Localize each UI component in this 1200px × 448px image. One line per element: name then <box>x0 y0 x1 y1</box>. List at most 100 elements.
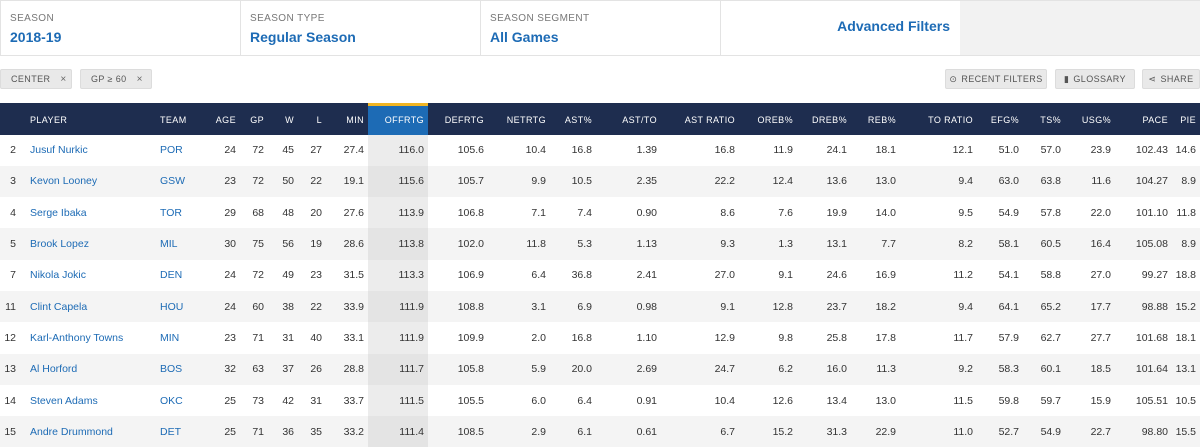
cell-team[interactable]: MIL <box>156 228 198 260</box>
col-usg-pct[interactable]: USG% <box>1065 103 1115 135</box>
col-efg-pct[interactable]: EFG% <box>977 103 1023 135</box>
table-body: 2 Jusuf Nurkic POR 24 72 45 27 27.4 116.0 105.6 10… <box>0 134 1200 448</box>
cell-team[interactable]: GSW <box>156 165 198 198</box>
cell-reb-pct: 18.1 <box>875 144 896 157</box>
col-ast-pct[interactable]: AST% <box>550 103 596 135</box>
cell-age: 32 <box>198 353 240 385</box>
col-defrtg[interactable]: DEFRTG <box>428 103 488 135</box>
close-icon[interactable]: × <box>136 73 143 85</box>
cell-player[interactable]: Nikola Jokic <box>30 269 87 282</box>
cell-team[interactable]: OKC <box>160 394 183 407</box>
cell-pace: 98.88 <box>1115 290 1172 323</box>
col-l[interactable]: L <box>298 103 326 135</box>
cell-netrtg: 6.4 <box>531 269 546 282</box>
chip-gp-label: GP ≥ 60 <box>91 74 127 84</box>
cell-team[interactable]: BOS <box>156 353 198 385</box>
cell-pace: 101.68 <box>1135 331 1168 344</box>
cell-gp: 72 <box>252 144 264 157</box>
chip-center[interactable]: CENTER × <box>0 69 72 89</box>
cell-l: 20 <box>310 206 322 219</box>
cell-netrtg: 2.0 <box>531 331 546 344</box>
col-ts-pct[interactable]: TS% <box>1023 103 1065 135</box>
cell-to-ratio: 11.5 <box>953 394 973 407</box>
cell-pace: 98.80 <box>1115 416 1172 448</box>
cell-player[interactable]: Brook Lopez <box>26 228 156 260</box>
col-netrtg[interactable]: NETRTG <box>488 103 550 135</box>
col-pie[interactable]: PIE <box>1172 103 1200 135</box>
cell-efg-pct: 51.0 <box>998 144 1019 157</box>
season-segment-value[interactable]: All Games <box>490 29 559 45</box>
table-row: 12 Karl-Anthony Towns MIN 23 71 31 40 33.1 111.9… <box>0 322 1200 354</box>
table-row: 14 Steven Adams OKC 25 73 42 31 33.7 111.5 105.5 6… <box>0 384 1200 417</box>
cell-ast-pct: 5.3 <box>550 228 596 260</box>
table-row: 3 Kevon Looney GSW 23 72 50 22 19.1 115.6 105.7 9.… <box>0 165 1200 198</box>
col-team[interactable]: TEAM <box>156 103 198 135</box>
cell-team[interactable]: POR <box>160 144 183 157</box>
season-value[interactable]: 2018-19 <box>10 29 62 45</box>
cell-efg-pct: 59.8 <box>998 394 1019 407</box>
cell-efg-pct: 54.9 <box>998 206 1019 219</box>
cell-oreb-pct: 6.2 <box>739 353 797 385</box>
cell-team[interactable]: DEN <box>160 269 183 282</box>
cell-player[interactable]: Al Horford <box>26 353 156 385</box>
recent-filters-button[interactable]: ⊙ RECENT FILTERS <box>945 69 1047 89</box>
cell-efg-pct: 63.0 <box>977 165 1023 198</box>
cell-player[interactable]: Kevon Looney <box>26 165 156 198</box>
cell-team[interactable]: TOR <box>160 206 182 219</box>
cell-player[interactable]: Jusuf Nurkic <box>30 144 88 157</box>
cell-dreb-pct: 25.8 <box>826 331 847 344</box>
glossary-button[interactable]: ▮ GLOSSARY <box>1055 69 1135 89</box>
cell-team[interactable]: DET <box>156 416 198 448</box>
cell-to-ratio: 9.4 <box>900 290 977 323</box>
cell-gp: 60 <box>240 290 268 323</box>
season-segment-filter[interactable]: SEASON SEGMENT All Games <box>480 0 720 56</box>
cell-ast-ratio: 10.4 <box>714 394 735 407</box>
col-pace[interactable]: PACE <box>1115 103 1172 135</box>
cell-team[interactable]: HOU <box>156 290 198 323</box>
cell-pace: 102.43 <box>1135 144 1168 157</box>
cell-ast-pct: 10.5 <box>550 165 596 198</box>
season-type-value[interactable]: Regular Season <box>250 29 356 45</box>
cell-min: 27.6 <box>343 206 364 219</box>
season-type-filter[interactable]: SEASON TYPE Regular Season <box>240 0 480 56</box>
cell-offrtg: 116.0 <box>368 134 428 166</box>
cell-w: 50 <box>268 165 298 198</box>
cell-player[interactable]: Karl-Anthony Towns <box>30 331 124 344</box>
col-ast-ratio[interactable]: AST RATIO <box>661 103 739 135</box>
cell-ast-ratio: 16.8 <box>714 144 735 157</box>
cell-ast-ratio: 9.3 <box>661 228 739 260</box>
cell-min: 31.5 <box>343 269 364 282</box>
cell-player[interactable]: Clint Capela <box>26 290 156 323</box>
advanced-filters-link[interactable]: Advanced Filters <box>837 18 950 34</box>
col-w[interactable]: W <box>268 103 298 135</box>
cell-team[interactable]: MIN <box>160 331 180 344</box>
col-player[interactable]: PLAYER <box>26 103 156 135</box>
col-age[interactable]: AGE <box>198 103 240 135</box>
col-to-ratio[interactable]: TO RATIO <box>900 103 977 135</box>
cell-player[interactable]: Andre Drummond <box>26 416 156 448</box>
col-min[interactable]: MIN <box>326 103 368 135</box>
cell-player[interactable]: Steven Adams <box>30 394 98 407</box>
col-dreb-pct[interactable]: DREB% <box>797 103 851 135</box>
season-filter[interactable]: SEASON 2018-19 <box>0 0 240 56</box>
cell-usg-pct: 18.5 <box>1065 353 1115 385</box>
col-oreb-pct[interactable]: OREB% <box>739 103 797 135</box>
col-ast-to[interactable]: AST/TO <box>596 103 661 135</box>
col-reb-pct[interactable]: REB% <box>851 103 900 135</box>
cell-reb-pct: 13.0 <box>875 394 896 407</box>
cell-usg-pct: 22.0 <box>1090 206 1111 219</box>
advanced-filters-box[interactable]: Advanced Filters <box>720 0 960 56</box>
table-row: 5 Brook Lopez MIL 30 75 56 19 28.6 113.8 102.0 11.… <box>0 228 1200 260</box>
col-offrtg[interactable]: OFFRTG <box>368 103 428 135</box>
cell-player[interactable]: Serge Ibaka <box>30 206 87 219</box>
cell-l: 23 <box>310 269 322 282</box>
cell-defrtg: 108.5 <box>428 416 488 448</box>
season-label: SEASON <box>10 13 55 24</box>
chip-gp[interactable]: GP ≥ 60 × <box>80 69 152 89</box>
cell-efg-pct: 57.9 <box>998 331 1019 344</box>
cell-dreb-pct: 24.1 <box>826 144 847 157</box>
close-icon[interactable]: × <box>60 73 67 85</box>
cell-pace: 101.64 <box>1115 353 1172 385</box>
share-button[interactable]: ⋖ SHARE <box>1142 69 1200 89</box>
col-gp[interactable]: GP <box>240 103 268 135</box>
